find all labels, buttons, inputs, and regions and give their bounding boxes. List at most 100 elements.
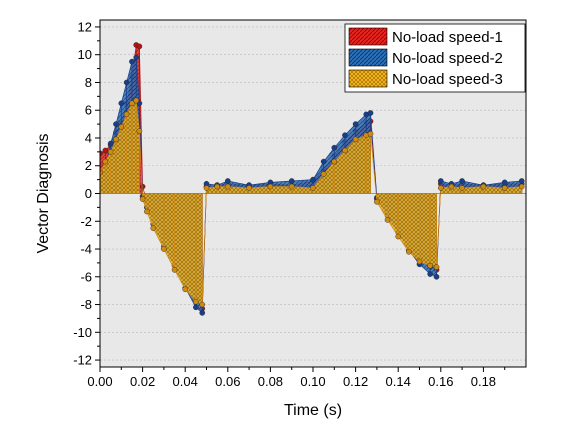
y-tick-label: 6	[85, 103, 92, 118]
x-tick-label: 0.02	[130, 374, 155, 389]
x-tick-label: 0.08	[258, 374, 283, 389]
data-point	[288, 178, 295, 184]
data-point	[199, 310, 206, 316]
x-tick-label: 0.06	[215, 374, 240, 389]
y-tick-label: 0	[85, 186, 92, 201]
data-point	[437, 178, 444, 184]
data-point	[129, 58, 135, 65]
data-point	[501, 185, 508, 191]
x-tick-label: 0.18	[471, 374, 496, 389]
data-point	[102, 147, 109, 154]
data-point	[224, 178, 231, 184]
data-point	[367, 110, 374, 116]
y-tick-label: 10	[78, 47, 92, 62]
data-point	[144, 208, 150, 215]
data-point	[416, 258, 423, 265]
y-tick-label: -12	[73, 353, 92, 368]
legend-label-speed-2: No-load speed-2	[392, 50, 503, 67]
data-point	[118, 100, 125, 107]
x-axis: 0.00 0.02 0.04 0.06 0.08 0.10 0.12 0.14 0.16 0.18	[87, 367, 506, 389]
x-tick-label: 0.10	[300, 374, 325, 389]
data-point	[459, 185, 465, 191]
data-point	[214, 183, 220, 190]
data-point	[193, 298, 199, 305]
data-point	[123, 79, 130, 86]
data-point	[133, 97, 140, 104]
series-3	[100, 97, 525, 308]
x-tick-label: 0.04	[173, 374, 198, 389]
y-tick-label: -6	[80, 269, 92, 284]
data-point	[374, 199, 380, 205]
data-point	[133, 54, 140, 61]
data-point	[246, 185, 252, 191]
data-point	[171, 267, 178, 273]
data-point	[107, 149, 114, 155]
data-point	[182, 286, 188, 293]
data-point	[136, 128, 143, 134]
data-point	[433, 264, 440, 270]
data-point	[113, 121, 119, 127]
data-point	[331, 158, 338, 165]
y-axis: 12 10 8 6 4 2 0 -2 -4 -6 -8 -10 -12	[73, 19, 100, 368]
data-point	[139, 196, 146, 202]
data-point	[395, 233, 402, 240]
data-point	[342, 147, 348, 154]
data-point	[129, 100, 135, 107]
data-point	[288, 183, 295, 190]
data-point	[136, 43, 143, 50]
x-tick-label: 0.00	[87, 374, 112, 389]
data-point	[203, 185, 210, 191]
series-fill	[100, 100, 140, 194]
legend-label-speed-1: No-load speed-1	[392, 29, 503, 46]
y-tick-label: 2	[85, 158, 92, 173]
data-point	[433, 273, 440, 280]
data-point	[199, 301, 206, 308]
data-point	[193, 304, 199, 311]
y-tick-label: -4	[80, 242, 92, 257]
x-tick-label: 0.16	[428, 374, 453, 389]
data-point	[352, 136, 359, 143]
data-point	[406, 248, 412, 255]
data-point	[518, 178, 525, 184]
y-tick-label: -8	[80, 297, 92, 312]
data-point	[161, 246, 167, 252]
data-point	[150, 225, 157, 231]
series-fill	[206, 133, 371, 194]
data-point	[427, 262, 433, 269]
data-point	[437, 185, 444, 191]
data-point	[310, 185, 316, 191]
y-tick-label: -10	[73, 325, 92, 340]
data-point	[267, 183, 274, 190]
legend: No-load speed-1 No-load speed-2 No-load …	[344, 23, 526, 93]
data-point	[320, 158, 327, 165]
x-tick-label: 0.14	[386, 374, 411, 389]
data-point	[310, 176, 316, 183]
data-point	[342, 132, 348, 139]
data-point	[480, 183, 487, 190]
data-point	[518, 183, 525, 190]
legend-swatch-speed-2	[348, 48, 388, 67]
x-axis-title: Time (s)	[284, 402, 342, 419]
y-tick-label: 4	[85, 130, 92, 145]
legend-swatch-speed-1	[348, 27, 388, 46]
data-point	[320, 171, 327, 177]
data-point	[427, 271, 433, 277]
legend-swatch-speed-3	[348, 69, 388, 88]
y-tick-label: 12	[78, 19, 92, 34]
series-fill	[142, 193, 203, 305]
series-fill	[376, 193, 437, 268]
data-point	[367, 131, 374, 137]
data-point	[448, 183, 455, 190]
x-tick-label: 0.12	[343, 374, 368, 389]
data-point	[384, 217, 391, 223]
data-point	[107, 140, 114, 147]
y-tick-label: 8	[85, 75, 92, 90]
data-point	[102, 158, 109, 165]
data-point	[352, 121, 359, 127]
data-point	[501, 179, 508, 186]
y-tick-label: -2	[80, 214, 92, 229]
legend-label-speed-3: No-load speed-3	[392, 71, 503, 88]
y-axis-title: Vector Diagnosis	[35, 133, 52, 253]
data-point	[224, 183, 231, 190]
data-point	[331, 144, 338, 151]
